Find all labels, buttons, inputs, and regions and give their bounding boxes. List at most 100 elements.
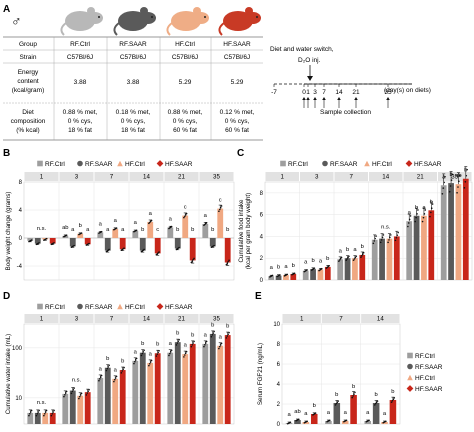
significance-label: b <box>121 359 124 365</box>
data-point <box>150 359 153 362</box>
y-tick-label: 6 <box>260 213 264 219</box>
data-point <box>43 412 46 415</box>
data-point <box>385 420 387 423</box>
data-point <box>226 335 229 337</box>
significance-label: b <box>313 403 316 409</box>
bar <box>182 354 189 424</box>
significance-label: b <box>352 384 355 390</box>
significance-label: n.s. <box>381 224 391 230</box>
bar <box>393 236 400 280</box>
significance-label: a <box>169 217 173 223</box>
data-point <box>395 236 398 239</box>
significance-label: a <box>99 221 103 227</box>
significance-label: b <box>141 227 144 233</box>
data-point <box>177 340 180 343</box>
data-point <box>466 168 468 171</box>
significance-label: a <box>121 227 125 233</box>
bar <box>325 421 332 424</box>
data-point <box>407 222 410 224</box>
significance-label: b <box>79 223 82 229</box>
data-point <box>43 414 45 417</box>
data-point <box>148 364 150 367</box>
table-header-group: Group <box>19 41 37 48</box>
facet-strip <box>321 314 361 323</box>
facet-label: 3 <box>75 316 79 323</box>
timeline-collection: Sample collection <box>320 109 371 116</box>
data-point <box>176 342 179 344</box>
legend-label: HF.SAAR <box>165 161 193 168</box>
significance-label: b <box>156 342 159 348</box>
diet-table: Group RF.Ctrl RF.SAAR HF.Ctrl HF.SAAR St… <box>3 36 263 141</box>
y-tick-label: 4 <box>277 382 281 388</box>
facet-label: 1 <box>40 316 44 323</box>
data-point <box>212 332 215 334</box>
data-point <box>340 256 343 259</box>
data-point <box>279 274 281 276</box>
data-point <box>120 372 123 374</box>
facet-label: 7 <box>339 316 343 323</box>
y-tick-label: 8 <box>19 180 23 186</box>
significance-label: a <box>134 349 138 355</box>
bar <box>119 370 126 424</box>
data-point <box>191 343 194 346</box>
significance-label: a <box>204 213 208 219</box>
table-diet-cell: 0 % cys, <box>121 118 146 125</box>
legend-label: HF.Ctrl <box>415 375 435 382</box>
bar <box>147 362 154 424</box>
timeline-tick-label: -7 <box>271 89 277 96</box>
facet-label: 21 <box>417 174 424 181</box>
data-point <box>99 378 101 380</box>
y-tick-label: 10 <box>15 396 22 402</box>
data-point <box>64 392 67 394</box>
data-point <box>190 261 193 264</box>
significance-label: a <box>287 412 291 418</box>
bar <box>344 258 351 280</box>
significance-label: b <box>226 324 229 330</box>
data-point <box>345 419 348 422</box>
data-point <box>114 377 117 379</box>
bar <box>302 270 309 280</box>
facet-label: 14 <box>382 174 389 181</box>
data-point <box>339 257 342 260</box>
y-tick-label: 0 <box>19 236 23 242</box>
data-point <box>168 354 170 357</box>
data-point <box>286 273 289 276</box>
table-strain-cell: C57Bl/6J <box>224 54 250 61</box>
facet-strip <box>334 172 368 181</box>
bar <box>337 259 344 280</box>
data-point <box>334 404 337 406</box>
data-point <box>382 234 385 236</box>
significance-label: b <box>176 227 179 233</box>
significance-label: b <box>346 247 349 253</box>
bar <box>372 403 380 424</box>
legend-label: HF.SAAR <box>165 304 193 311</box>
significance-label: b <box>176 331 179 337</box>
significance-label: a <box>71 227 75 233</box>
legend-marker <box>156 160 164 167</box>
data-point <box>351 396 354 399</box>
facet-label: 3 <box>75 174 79 181</box>
table-diet-cell: 60 % fat <box>173 127 197 134</box>
significance-label: b <box>326 256 329 262</box>
data-point <box>225 263 228 266</box>
bar <box>97 232 104 238</box>
data-point <box>373 240 376 242</box>
data-point <box>313 267 316 269</box>
facet-strip <box>94 314 129 323</box>
facet-strip <box>59 314 94 323</box>
data-point <box>336 401 339 404</box>
table-diet-cell: 0 % cys, <box>173 118 198 125</box>
significance-label: a <box>106 227 110 233</box>
data-point <box>228 259 230 262</box>
data-point <box>38 409 40 412</box>
bar <box>132 231 139 238</box>
table-diet-label-1: Diet <box>22 109 34 116</box>
significance-label: ab <box>455 173 461 179</box>
data-point <box>35 414 38 417</box>
data-point <box>51 412 54 415</box>
mouse-icon <box>218 7 261 36</box>
table-header-hf-ctrl: HF.Ctrl <box>175 41 195 48</box>
data-point <box>443 181 445 184</box>
table-strain-cell: C57Bl/6J <box>172 54 198 61</box>
bar <box>77 233 84 238</box>
